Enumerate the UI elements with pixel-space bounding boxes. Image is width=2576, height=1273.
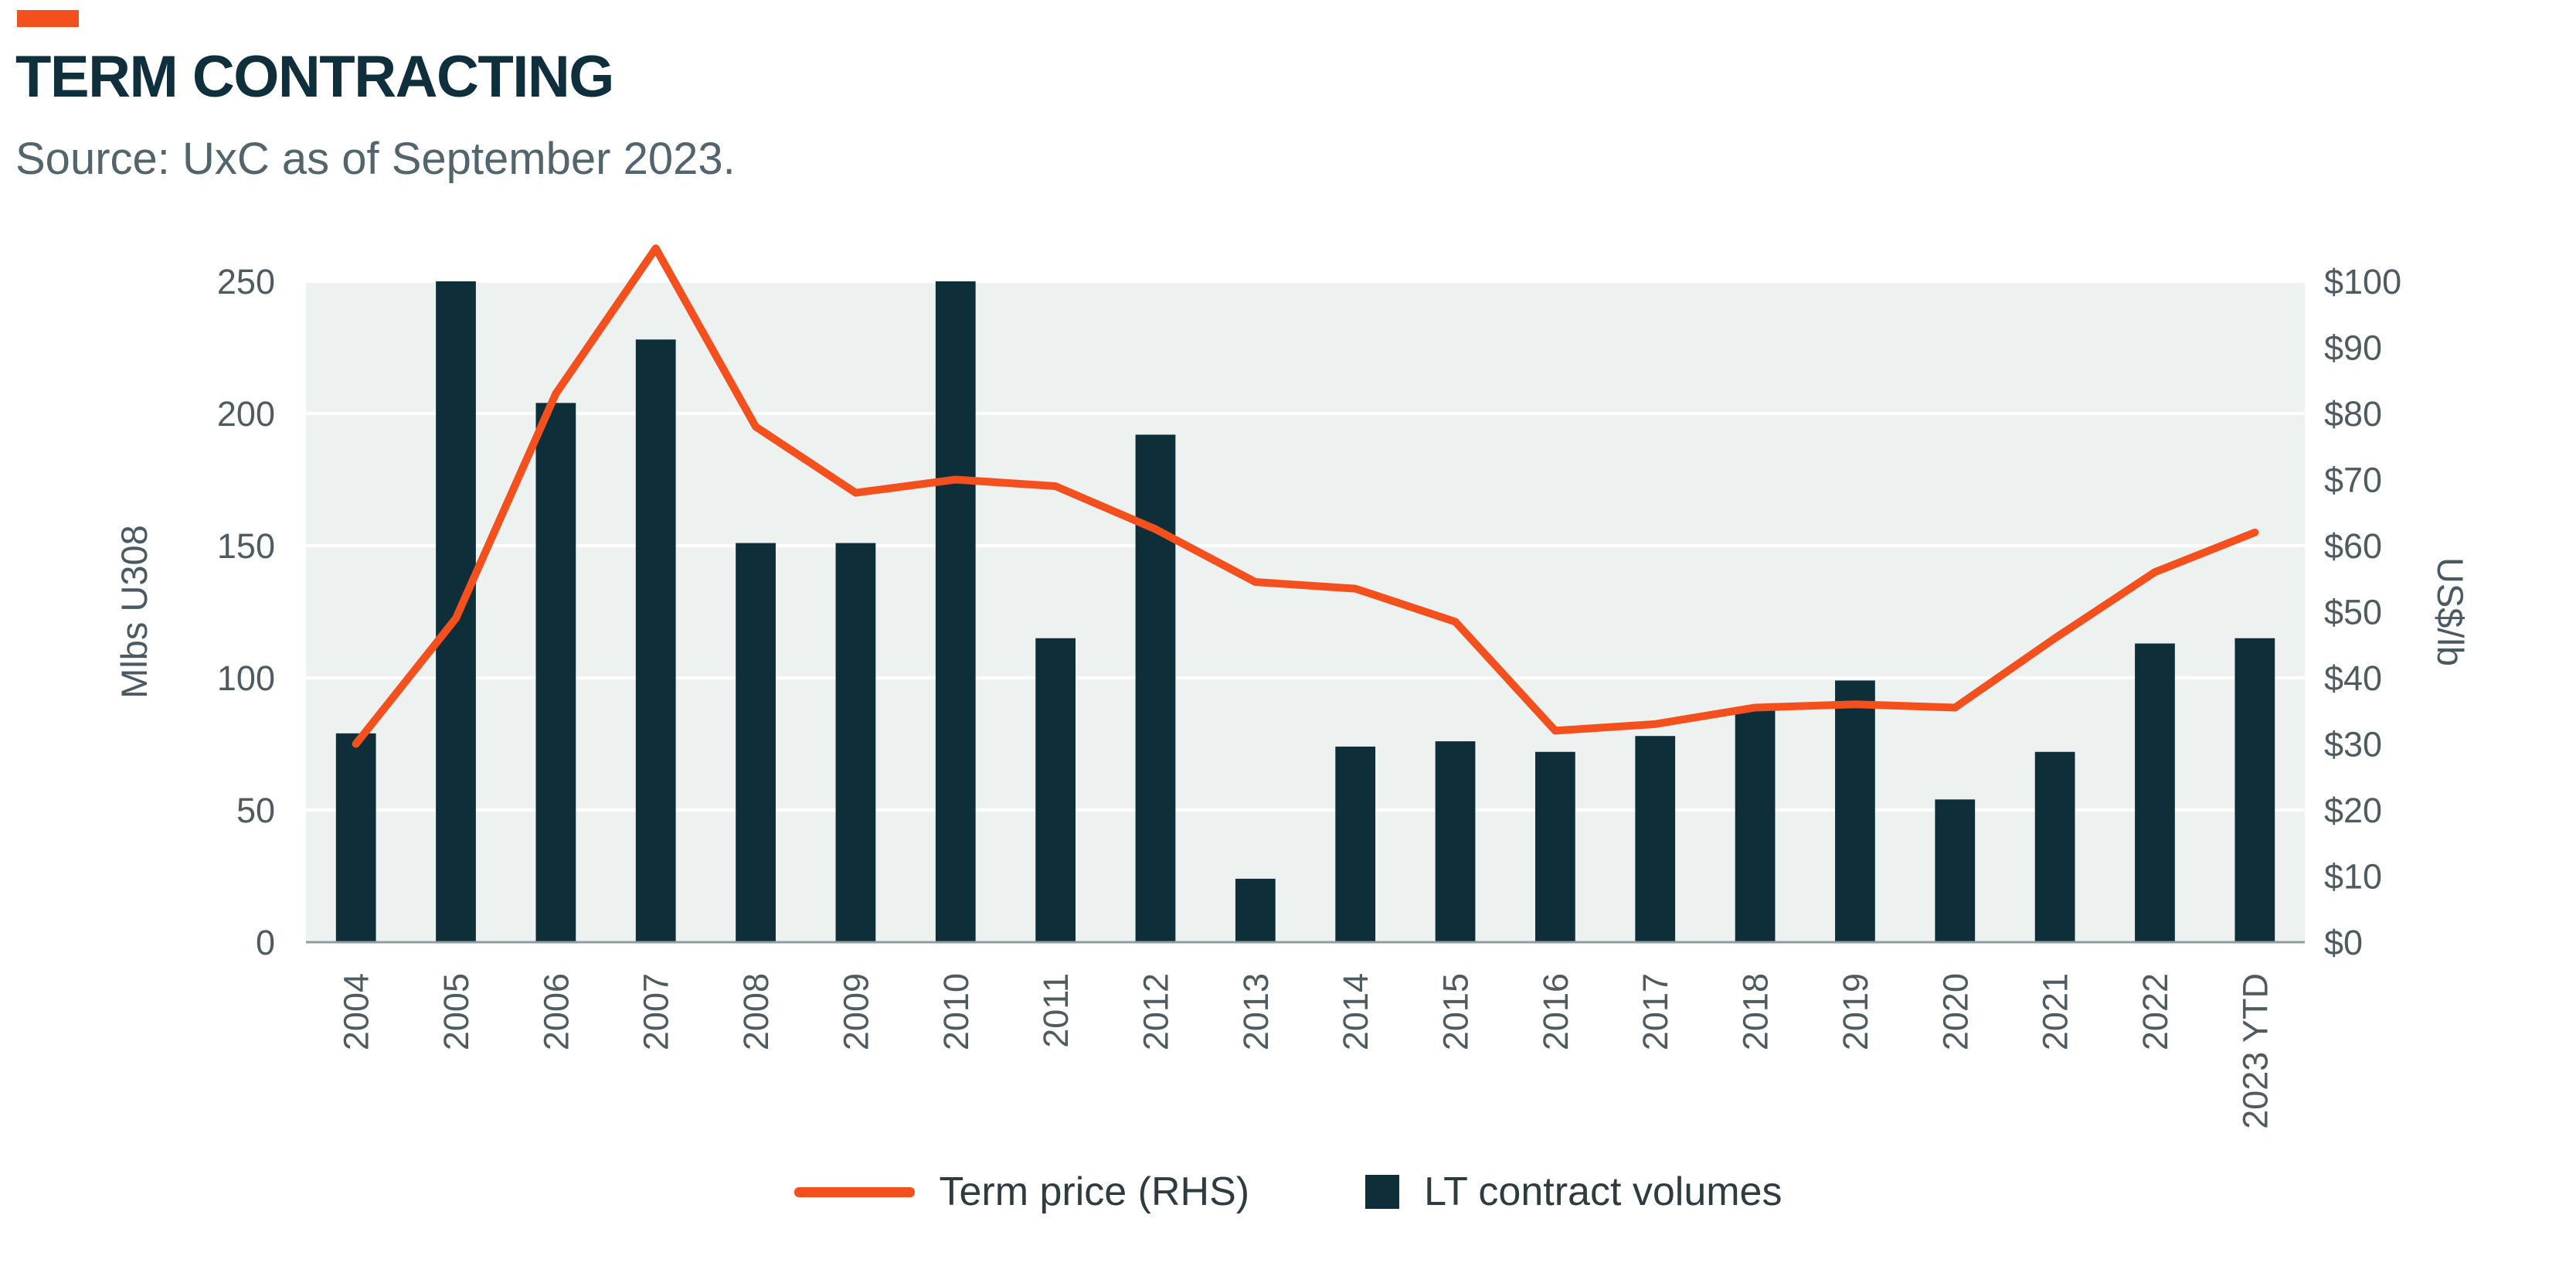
right-tick-label: $50 bbox=[2324, 593, 2382, 632]
right-tick-label: $10 bbox=[2324, 857, 2382, 897]
x-tick-label-2007: 2007 bbox=[637, 973, 676, 1050]
left-tick-label: 50 bbox=[236, 791, 275, 830]
bar-2006 bbox=[535, 403, 576, 942]
x-tick-label-2004: 2004 bbox=[337, 973, 376, 1050]
left-tick-label: 200 bbox=[217, 394, 275, 434]
bar-2017 bbox=[1635, 736, 1676, 942]
x-tick-label-2022: 2022 bbox=[2136, 973, 2175, 1050]
x-tick-label-2017: 2017 bbox=[1636, 973, 1675, 1050]
bar-2020 bbox=[1935, 799, 1976, 942]
bar-2014 bbox=[1335, 746, 1376, 942]
brand-mark bbox=[17, 10, 79, 27]
x-tick-label-2013: 2013 bbox=[1236, 973, 1276, 1050]
right-tick-label: $80 bbox=[2324, 394, 2382, 434]
x-tick-label-2010: 2010 bbox=[936, 973, 976, 1050]
x-tick-label-2021: 2021 bbox=[2036, 973, 2075, 1050]
page-title: TERM CONTRACTING bbox=[15, 44, 614, 110]
x-tick-label-2006: 2006 bbox=[536, 973, 576, 1050]
bar-2021 bbox=[2034, 751, 2075, 942]
x-tick-label-2005: 2005 bbox=[437, 973, 476, 1050]
x-tick-label-2020: 2020 bbox=[1935, 973, 1975, 1050]
bar-2013 bbox=[1235, 878, 1276, 942]
x-tick-label-2018: 2018 bbox=[1736, 973, 1776, 1050]
legend-item-lt-volumes: LT contract volumes bbox=[1365, 1169, 1782, 1215]
x-tick-label-2008: 2008 bbox=[736, 973, 776, 1050]
x-tick-label-2015: 2015 bbox=[1436, 973, 1476, 1050]
lt-volumes-swatch bbox=[1365, 1175, 1400, 1209]
right-tick-label: $30 bbox=[2324, 725, 2382, 764]
bars-lt-contract-volumes bbox=[335, 281, 2275, 942]
bar-2022 bbox=[2135, 643, 2175, 942]
bar-2008 bbox=[736, 543, 776, 942]
x-tick-label-2014: 2014 bbox=[1336, 973, 1375, 1050]
right-axis-title: US$/lb bbox=[2430, 557, 2471, 666]
bar-2004 bbox=[335, 733, 376, 942]
bar-2018 bbox=[1735, 710, 1776, 942]
x-tick-label-2023 YTD: 2023 YTD bbox=[2235, 973, 2275, 1129]
legend-item-term-price: Term price (RHS) bbox=[794, 1169, 1250, 1215]
legend-label-lt-volumes: LT contract volumes bbox=[1424, 1169, 1782, 1214]
bar-2016 bbox=[1535, 751, 1575, 942]
x-tick-label-2012: 2012 bbox=[1136, 973, 1175, 1050]
left-tick-label: 250 bbox=[217, 262, 275, 301]
bar-2007 bbox=[635, 339, 676, 942]
right-tick-label: $20 bbox=[2324, 791, 2382, 830]
right-tick-label: $40 bbox=[2324, 659, 2382, 698]
chart-legend: Term price (RHS) LT contract volumes bbox=[0, 1169, 2576, 1215]
left-tick-label: 0 bbox=[256, 923, 275, 962]
x-axis-tick-labels: 2004 2005 2006 2007 2008 2009 2010 2011 2012 2013… bbox=[337, 973, 2275, 1129]
source-note: Source: UxC as of September 2023. bbox=[15, 134, 736, 184]
term-price-line bbox=[352, 244, 2259, 748]
right-tick-label: $70 bbox=[2324, 461, 2382, 500]
right-axis-tick-labels: $0 $10 $20 $30 $40 $50 $60 $70 $80 $90 $100 bbox=[2324, 262, 2401, 962]
bar-2023 YTD bbox=[2234, 638, 2275, 942]
left-axis-tick-labels: 0 50 100 150 200 250 bbox=[217, 262, 275, 962]
right-tick-label: $60 bbox=[2324, 526, 2382, 566]
x-tick-label-2016: 2016 bbox=[1536, 973, 1575, 1050]
right-tick-label: $100 bbox=[2324, 262, 2401, 301]
left-tick-label: 100 bbox=[217, 659, 275, 698]
bar-2012 bbox=[1135, 434, 1176, 942]
legend-label-term-price: Term price (RHS) bbox=[939, 1169, 1250, 1214]
bar-2009 bbox=[835, 543, 876, 942]
term-price-line-swatch bbox=[794, 1186, 915, 1197]
right-tick-label: $0 bbox=[2324, 923, 2363, 962]
x-tick-label-2011: 2011 bbox=[1036, 973, 1076, 1048]
bar-2011 bbox=[1035, 638, 1076, 942]
left-axis-title: Mlbs U308 bbox=[114, 525, 155, 699]
right-tick-label: $90 bbox=[2324, 328, 2382, 368]
x-tick-label-2019: 2019 bbox=[1836, 973, 1875, 1050]
bar-2019 bbox=[1835, 680, 1875, 942]
left-tick-label: 150 bbox=[217, 526, 275, 566]
bar-2010 bbox=[935, 281, 976, 942]
bar-2015 bbox=[1435, 741, 1476, 942]
plot-area bbox=[306, 281, 2305, 942]
x-tick-label-2009: 2009 bbox=[836, 973, 875, 1050]
